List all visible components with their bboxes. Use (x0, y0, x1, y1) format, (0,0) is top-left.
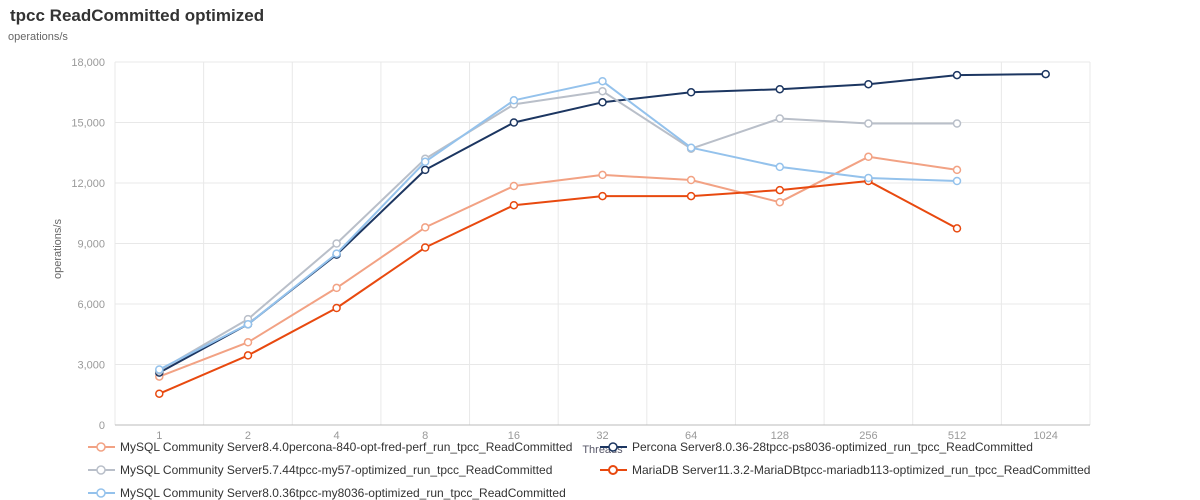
legend-label: MySQL Community Server5.7.44tpcc-my57-op… (120, 462, 553, 477)
data-point[interactable] (420, 243, 430, 252)
legend-label: MariaDB Server11.3.2-MariaDBtpcc-mariadb… (632, 462, 1091, 477)
data-point[interactable] (775, 185, 785, 195)
data-point[interactable] (598, 191, 607, 201)
data-point[interactable] (686, 88, 696, 97)
series-line-3 (158, 180, 958, 395)
series-line-4 (158, 80, 958, 371)
data-point[interactable] (332, 249, 341, 258)
y-tick-label: 18,000 (71, 57, 105, 69)
x-tick-label: 8 (422, 430, 428, 442)
y-tick-label: 6,000 (77, 299, 105, 311)
legend-item-4[interactable]: MySQL Community Server8.0.36tpcc-my8036-… (88, 482, 600, 500)
data-point[interactable] (598, 98, 607, 107)
y-axis-name: operations/s (51, 219, 64, 279)
data-point[interactable] (420, 165, 430, 175)
y-tick-label: 0 (99, 420, 105, 432)
chart-title: tpcc ReadCommitted optimized (10, 6, 265, 25)
data-point[interactable] (775, 84, 785, 94)
data-point[interactable] (598, 170, 607, 180)
y-tick-label: 9,000 (77, 239, 105, 251)
series-line-2 (158, 90, 958, 372)
legend-marker-icon (88, 464, 115, 475)
data-point[interactable] (509, 118, 519, 127)
x-tick-label: 4 (334, 430, 340, 442)
data-point[interactable] (509, 181, 519, 191)
data-point[interactable] (864, 79, 873, 89)
data-point[interactable] (155, 389, 164, 398)
data-point[interactable] (332, 303, 341, 313)
legend-marker-icon (600, 441, 627, 452)
chart-legend: MySQL Community Server8.4.0percona-840-o… (88, 436, 1090, 500)
data-point[interactable] (420, 223, 430, 232)
data-point[interactable] (509, 96, 519, 105)
data-point[interactable] (243, 338, 253, 347)
data-point[interactable] (952, 70, 962, 80)
legend-marker-icon (88, 441, 115, 452)
line-chart-plot: 0 3,000 6,000 9,000 12,000 15,000 18,000 1 2 4 8 16… (71, 57, 1091, 456)
data-point[interactable] (952, 165, 962, 175)
x-tick-label: 128 (771, 430, 789, 442)
legend-item-3[interactable]: MariaDB Server11.3.2-MariaDBtpcc-mariadb… (600, 459, 1090, 480)
data-point[interactable] (243, 351, 253, 360)
data-point[interactable] (598, 76, 607, 86)
data-point[interactable] (243, 319, 253, 329)
x-tick-label: 64 (685, 430, 697, 442)
x-tick-label: 256 (859, 430, 877, 442)
data-point[interactable] (598, 86, 607, 96)
data-point[interactable] (775, 114, 785, 123)
legend-label: MySQL Community Server8.0.36tpcc-my8036-… (120, 485, 566, 500)
series-line-0 (158, 155, 958, 378)
y-tick-label: 12,000 (71, 178, 105, 190)
y-tick-label: 15,000 (71, 118, 105, 130)
data-point[interactable] (332, 239, 341, 248)
legend-label: Percona Server8.0.36-28tpcc-ps8036-optim… (632, 439, 1033, 454)
legend-item-1[interactable]: Percona Server8.0.36-28tpcc-ps8036-optim… (600, 436, 1090, 457)
x-tick-label: 32 (596, 430, 608, 442)
x-tick-label: 2 (245, 430, 251, 442)
data-point[interactable] (952, 224, 962, 233)
data-point[interactable] (686, 175, 696, 185)
x-tick-label: 1024 (1033, 430, 1057, 442)
legend-marker-icon (88, 487, 115, 498)
data-point[interactable] (686, 143, 696, 152)
data-point[interactable] (420, 157, 430, 167)
data-point[interactable] (509, 200, 519, 210)
data-point[interactable] (864, 119, 873, 128)
data-point[interactable] (332, 283, 341, 293)
data-point[interactable] (1041, 69, 1050, 79)
legend-item-2[interactable]: MySQL Community Server5.7.44tpcc-my57-op… (88, 459, 600, 480)
data-point[interactable] (864, 152, 873, 162)
y-tick-label: 3,000 (77, 360, 105, 372)
data-point[interactable] (775, 197, 785, 207)
data-point[interactable] (864, 173, 873, 183)
x-tick-label: 1 (156, 430, 162, 442)
x-tick-label: 512 (948, 430, 966, 442)
data-point[interactable] (952, 176, 962, 186)
legend-label: MySQL Community Server8.4.0percona-840-o… (120, 439, 573, 454)
legend-item-0[interactable]: MySQL Community Server8.4.0percona-840-o… (88, 436, 600, 457)
data-point[interactable] (686, 191, 696, 201)
data-point[interactable] (952, 119, 962, 128)
y-axis-unit-label: operations/s (8, 31, 68, 43)
data-point[interactable] (775, 162, 785, 172)
data-point[interactable] (155, 365, 164, 374)
x-tick-label: 16 (508, 430, 520, 442)
legend-marker-icon (600, 464, 627, 475)
